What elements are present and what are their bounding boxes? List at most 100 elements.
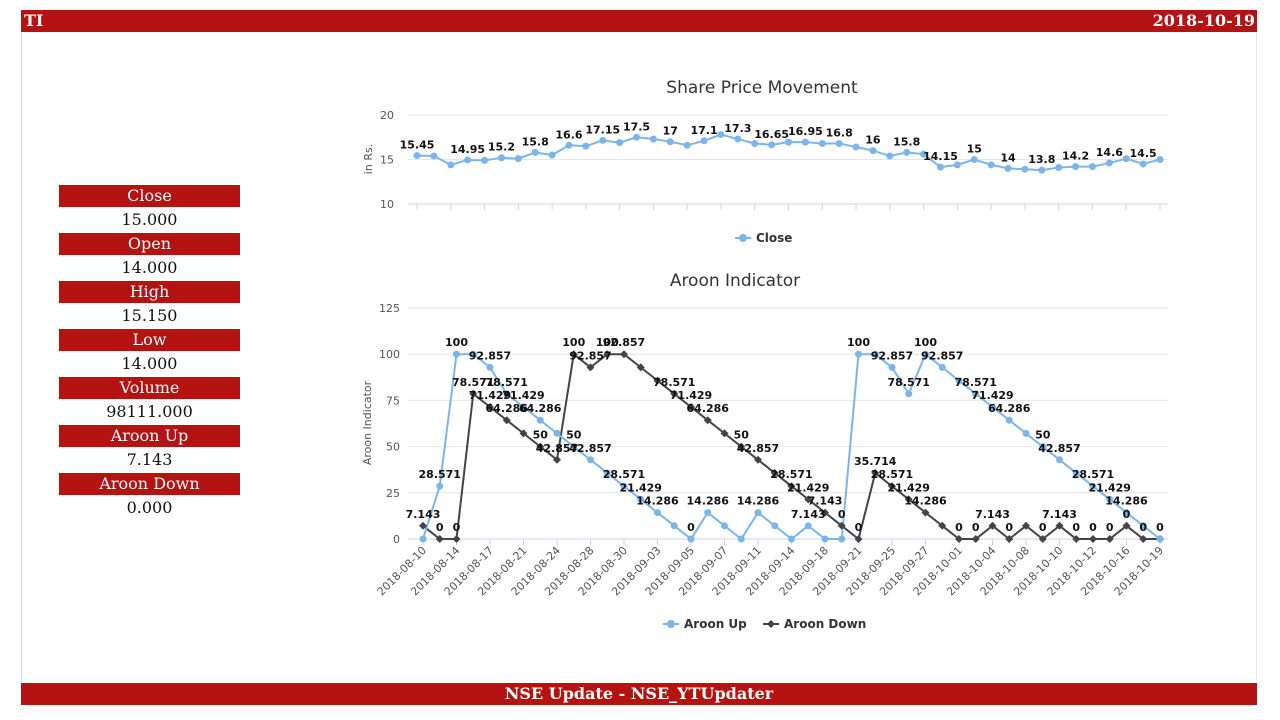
aroon-chart-legend: Aroon Up Aroon Down (663, 617, 866, 631)
close-point (835, 139, 843, 147)
close-point (717, 131, 725, 139)
aroon-down-point (435, 535, 444, 543)
aroon-up-point (436, 482, 444, 490)
stat-label-high: High (59, 281, 240, 303)
aroon-up-point (804, 522, 812, 530)
aroon-up-data-label: 28.571 (419, 468, 461, 481)
stat-value-open: 14.000 (121, 258, 178, 277)
stat-label-close: Close (59, 185, 240, 207)
aroon-ytick-label: 125 (379, 302, 400, 315)
aroon-chart-ylabel: Aroon Indicator (361, 380, 374, 465)
aroon-up-data-label: 7.143 (791, 508, 826, 521)
aroon-up-point (905, 390, 913, 398)
aroon-down-point (720, 429, 729, 438)
aroon-down-point (938, 521, 947, 530)
aroon-up-point (972, 390, 980, 398)
stat-label-low: Low (59, 329, 240, 351)
close-point (616, 139, 624, 147)
footer-bar: NSE Update - NSE_YTUpdater (21, 683, 1257, 705)
close-point (649, 135, 657, 143)
aroon-down-point (955, 535, 963, 543)
aroon-up-data-label: 21.429 (1089, 481, 1131, 494)
legend-close[interactable]: Close (756, 231, 792, 245)
aroon-up-point (587, 456, 594, 464)
aroon-down-data-label: 0 (838, 508, 846, 521)
aroon-down-point (469, 389, 478, 398)
close-point (413, 151, 421, 159)
aroon-up-point (503, 390, 511, 398)
aroon-up-data-label: 100 (445, 336, 468, 349)
close-data-label: 15.2 (488, 141, 515, 154)
aroon-ytick-label: 50 (386, 441, 400, 454)
price-ytick-label: 10 (380, 198, 394, 211)
aroon-down-point (1005, 535, 1014, 543)
aroon-up-point (1039, 443, 1047, 451)
aroon-up-point (520, 403, 527, 411)
aroon-up-data-label: 78.571 (486, 376, 528, 389)
header-date: 2018-10-19 (1152, 11, 1255, 30)
aroon-down-data-label: 0 (1005, 521, 1013, 534)
aroon-up-data-label: 64.286 (519, 402, 562, 415)
aroon-down-point (636, 363, 645, 372)
aroon-down-data-label: 7.143 (975, 508, 1010, 521)
close-data-label: 15.45 (400, 138, 435, 151)
aroon-up-data-label: 50 (566, 429, 582, 442)
aroon-up-data-label: 92.857 (871, 349, 913, 362)
aroon-ytick-label: 75 (386, 394, 400, 407)
aroon-down-point (821, 508, 829, 517)
price-chart-ylabel: in Rs. (362, 144, 375, 174)
stat-label-open: Open (59, 233, 240, 255)
aroon-up-point (1022, 429, 1030, 437)
aroon-down-point (1089, 535, 1097, 543)
close-point (818, 139, 826, 147)
legend-aroon-down[interactable]: Aroon Down (784, 617, 866, 631)
aroon-down-data-label: 64.286 (687, 402, 730, 415)
aroon-down-data-label: 14.286 (904, 495, 947, 508)
close-data-label: 14.95 (450, 143, 485, 156)
aroon-up-point (737, 535, 745, 543)
aroon-up-point (1139, 522, 1147, 530)
aroon-up-point (1056, 456, 1063, 464)
aroon-down-point (1139, 535, 1148, 543)
aroon-down-point (854, 535, 863, 543)
price-chart-legend[interactable]: Close (735, 231, 792, 245)
aroon-up-data-label: 92.857 (921, 349, 963, 362)
aroon-up-point (486, 363, 494, 371)
aroon-down-point (737, 442, 746, 451)
aroon-down-point (620, 350, 628, 359)
stat-label-volume: Volume (59, 377, 240, 399)
aroon-up-point (821, 535, 829, 543)
aroon-up-point (855, 350, 862, 358)
stat-value-volume: 98111.000 (106, 402, 193, 421)
aroon-down-point (1055, 521, 1064, 530)
close-point (768, 141, 776, 149)
legend-item-aroon-up[interactable]: Aroon Up (663, 617, 747, 631)
close-point (1072, 163, 1080, 171)
close-data-label: 16 (865, 134, 881, 147)
close-point (447, 161, 455, 169)
aroon-down-data-label: 92.857 (603, 336, 645, 349)
aroon-down-data-label: 28.571 (871, 468, 913, 481)
close-point (700, 137, 708, 145)
aroon-up-data-label: 28.571 (603, 468, 645, 481)
aroon-chart-title: Aroon Indicator (670, 271, 800, 291)
aroon-up-point (1089, 482, 1097, 490)
aroon-up-data-label: 0 (687, 521, 695, 534)
close-point (903, 148, 911, 156)
legend-item-aroon-down[interactable]: Aroon Down (763, 617, 866, 631)
aroon-down-data-label: 64.286 (486, 402, 529, 415)
aroon-down-data-label: 0 (453, 521, 461, 534)
aroon-down-point (452, 535, 461, 543)
stat-value-close: 15.000 (121, 210, 178, 229)
aroon-down-point (703, 416, 712, 425)
close-point (430, 152, 438, 160)
aroon-down-data-label: 35.714 (854, 455, 897, 468)
aroon-ytick-label: 25 (386, 487, 400, 500)
aroon-up-point (1156, 535, 1164, 543)
close-point (1088, 163, 1096, 171)
legend-aroon-up[interactable]: Aroon Up (684, 617, 747, 631)
aroon-up-data-label: 28.571 (1072, 468, 1114, 481)
aroon-up-point (654, 509, 661, 517)
close-point (886, 152, 894, 160)
close-point (869, 147, 877, 155)
